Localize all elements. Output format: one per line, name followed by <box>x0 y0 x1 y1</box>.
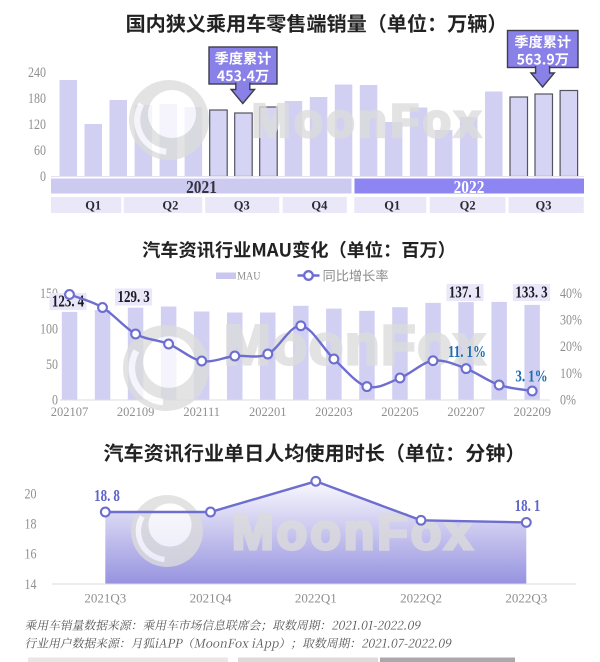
svg-text:Q3: Q3 <box>234 199 250 213</box>
svg-text:2022Q3: 2022Q3 <box>505 590 547 605</box>
svg-text:202109: 202109 <box>117 405 155 419</box>
svg-text:14: 14 <box>25 576 37 593</box>
svg-text:240: 240 <box>28 64 46 81</box>
svg-text:202209: 202209 <box>513 405 551 419</box>
svg-text:100: 100 <box>40 320 58 337</box>
svg-text:202207: 202207 <box>447 405 485 419</box>
svg-text:50: 50 <box>46 356 58 373</box>
svg-text:2022Q2: 2022Q2 <box>400 590 442 605</box>
svg-text:202203: 202203 <box>315 405 353 419</box>
svg-text:20: 20 <box>25 485 37 502</box>
svg-text:Q4: Q4 <box>311 199 328 213</box>
svg-text:30%: 30% <box>560 311 582 328</box>
svg-text:180: 180 <box>28 90 46 107</box>
svg-text:2021: 2021 <box>186 177 217 197</box>
svg-text:0: 0 <box>52 391 58 408</box>
svg-text:2021Q4: 2021Q4 <box>190 590 232 605</box>
svg-text:Q1: Q1 <box>85 199 101 213</box>
svg-text:2022: 2022 <box>454 177 485 197</box>
svg-text:MoonFox: MoonFox <box>252 95 484 147</box>
svg-text:Q3: Q3 <box>536 199 552 213</box>
svg-text:Q1: Q1 <box>384 199 400 213</box>
svg-text:0%: 0% <box>560 391 576 408</box>
svg-text:0: 0 <box>40 168 46 185</box>
svg-text:202111: 202111 <box>183 405 220 419</box>
svg-text:2021Q3: 2021Q3 <box>84 590 126 605</box>
svg-text:11.1%: 11. 1% <box>448 344 486 362</box>
svg-text:202205: 202205 <box>381 405 419 419</box>
svg-text:18.1: 18. 1 <box>515 498 541 516</box>
svg-text:202201: 202201 <box>249 405 287 419</box>
svg-text:Q2: Q2 <box>460 199 476 213</box>
svg-text:129.3: 129. 3 <box>117 289 150 307</box>
svg-text:2022Q1: 2022Q1 <box>295 590 337 605</box>
svg-text:137.1: 137. 1 <box>449 284 481 302</box>
svg-text:202107: 202107 <box>51 405 89 419</box>
svg-text:3.1%: 3. 1% <box>515 368 547 386</box>
svg-text:18.8: 18. 8 <box>94 488 120 506</box>
svg-text:60: 60 <box>34 142 46 159</box>
svg-text:20%: 20% <box>560 338 582 355</box>
svg-text:MoonFox: MoonFox <box>224 313 487 376</box>
svg-text:MAU: MAU <box>237 270 260 283</box>
svg-text:Q2: Q2 <box>162 199 178 213</box>
svg-text:16: 16 <box>25 545 37 562</box>
svg-text:120: 120 <box>28 116 46 133</box>
svg-text:10%: 10% <box>560 365 582 382</box>
svg-text:133.3: 133. 3 <box>515 284 548 302</box>
svg-text:18: 18 <box>25 515 37 532</box>
svg-text:MoonFox: MoonFox <box>232 504 475 560</box>
svg-text:40%: 40% <box>560 285 582 302</box>
